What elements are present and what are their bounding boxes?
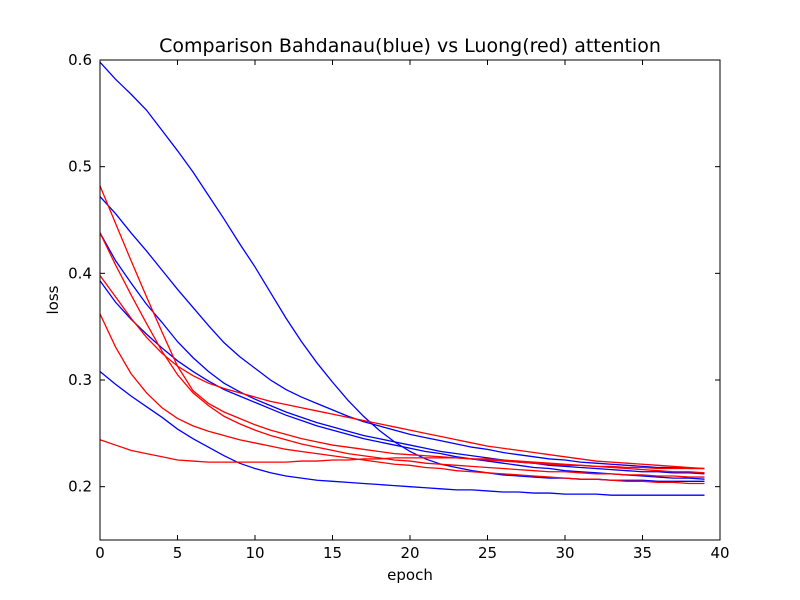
series-layer xyxy=(99,61,705,496)
x-axis-label: epoch xyxy=(387,566,433,584)
series-line-2 xyxy=(99,232,705,475)
series-line-6 xyxy=(99,232,705,478)
ticks-layer: 0 5 10 15 20 25 30 35 40 0.2 0.3 0.4 0.5 0.6 xyxy=(68,51,729,562)
x-tick-label: 40 xyxy=(710,544,729,562)
y-tick-label: 0.3 xyxy=(68,371,92,389)
y-tick-label: 0.5 xyxy=(68,158,92,176)
x-tick-label: 0 xyxy=(95,544,105,562)
chart-title: Comparison Bahdanau(blue) vs Luong(red) … xyxy=(159,35,661,57)
series-line-1 xyxy=(99,196,705,470)
x-tick-label: 10 xyxy=(245,544,264,562)
x-tick-label: 35 xyxy=(633,544,652,562)
series-line-4 xyxy=(99,370,705,496)
x-tick-label: 15 xyxy=(323,544,342,562)
y-tick-label: 0.4 xyxy=(68,264,92,282)
y-tick-label: 0.2 xyxy=(68,478,92,496)
series-line-8 xyxy=(99,313,705,485)
x-tick-label: 25 xyxy=(478,544,497,562)
series-line-9 xyxy=(99,439,705,474)
x-tick-label: 30 xyxy=(555,544,574,562)
x-tick-label: 5 xyxy=(173,544,183,562)
y-tick-label: 0.6 xyxy=(68,51,92,69)
x-tick-label: 20 xyxy=(400,544,419,562)
series-line-7 xyxy=(99,275,705,470)
y-axis-label: loss xyxy=(44,285,62,314)
